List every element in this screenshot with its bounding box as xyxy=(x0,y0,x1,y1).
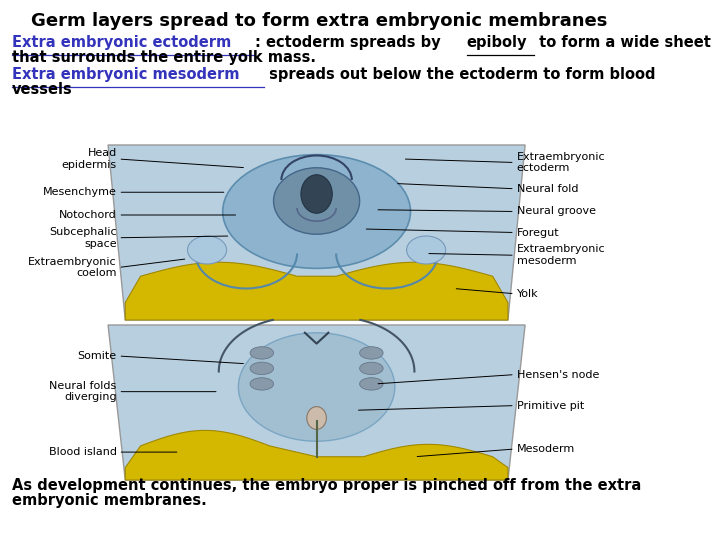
Polygon shape xyxy=(108,325,525,480)
Ellipse shape xyxy=(222,154,410,268)
Ellipse shape xyxy=(407,236,446,264)
Text: Extraembryonic
ectoderm: Extraembryonic ectoderm xyxy=(516,152,605,173)
Ellipse shape xyxy=(250,347,274,359)
Text: Mesenchyme: Mesenchyme xyxy=(42,187,117,197)
Text: Neural folds
diverging: Neural folds diverging xyxy=(50,381,117,402)
Text: Foregut: Foregut xyxy=(516,227,559,238)
Text: : ectoderm spreads by: : ectoderm spreads by xyxy=(255,35,446,50)
Ellipse shape xyxy=(359,377,383,390)
Text: As development continues, the embryo proper is pinched off from the extra: As development continues, the embryo pro… xyxy=(12,478,641,493)
Text: Mesoderm: Mesoderm xyxy=(516,444,575,454)
Text: Primitive pit: Primitive pit xyxy=(516,401,584,410)
Text: Notochord: Notochord xyxy=(59,210,117,220)
Text: Germ layers spread to form extra embryonic membranes: Germ layers spread to form extra embryon… xyxy=(30,12,607,30)
Text: Extraembryonic
mesoderm: Extraembryonic mesoderm xyxy=(516,245,605,266)
Ellipse shape xyxy=(359,347,383,359)
Polygon shape xyxy=(108,145,525,320)
Text: Extra embryonic mesoderm: Extra embryonic mesoderm xyxy=(12,67,239,82)
Ellipse shape xyxy=(238,333,395,441)
Text: Hensen's node: Hensen's node xyxy=(516,369,599,380)
Text: Neural fold: Neural fold xyxy=(516,184,578,194)
Polygon shape xyxy=(125,262,508,320)
Polygon shape xyxy=(125,430,508,480)
Ellipse shape xyxy=(301,175,332,213)
Text: epiboly: epiboly xyxy=(467,35,527,50)
Ellipse shape xyxy=(359,362,383,375)
Text: Extraembryonic
coelom: Extraembryonic coelom xyxy=(28,256,117,278)
Text: Extra embryonic ectoderm: Extra embryonic ectoderm xyxy=(12,35,231,50)
Ellipse shape xyxy=(250,362,274,375)
Ellipse shape xyxy=(187,236,227,264)
Text: Subcephalic
space: Subcephalic space xyxy=(49,227,117,248)
Text: vessels: vessels xyxy=(12,82,73,97)
Text: Neural groove: Neural groove xyxy=(516,206,595,217)
Text: Head
epidermis: Head epidermis xyxy=(61,148,117,170)
Text: Blood island: Blood island xyxy=(49,447,117,457)
Ellipse shape xyxy=(274,168,359,234)
Text: that surrounds the entire yolk mass.: that surrounds the entire yolk mass. xyxy=(12,50,316,65)
Text: Yolk: Yolk xyxy=(516,289,538,299)
Text: embryonic membranes.: embryonic membranes. xyxy=(12,493,207,508)
Text: spreads out below the ectoderm to form blood: spreads out below the ectoderm to form b… xyxy=(264,67,656,82)
Text: Somite: Somite xyxy=(78,351,117,361)
Circle shape xyxy=(307,407,326,429)
Text: to form a wide sheet: to form a wide sheet xyxy=(534,35,711,50)
Ellipse shape xyxy=(250,377,274,390)
